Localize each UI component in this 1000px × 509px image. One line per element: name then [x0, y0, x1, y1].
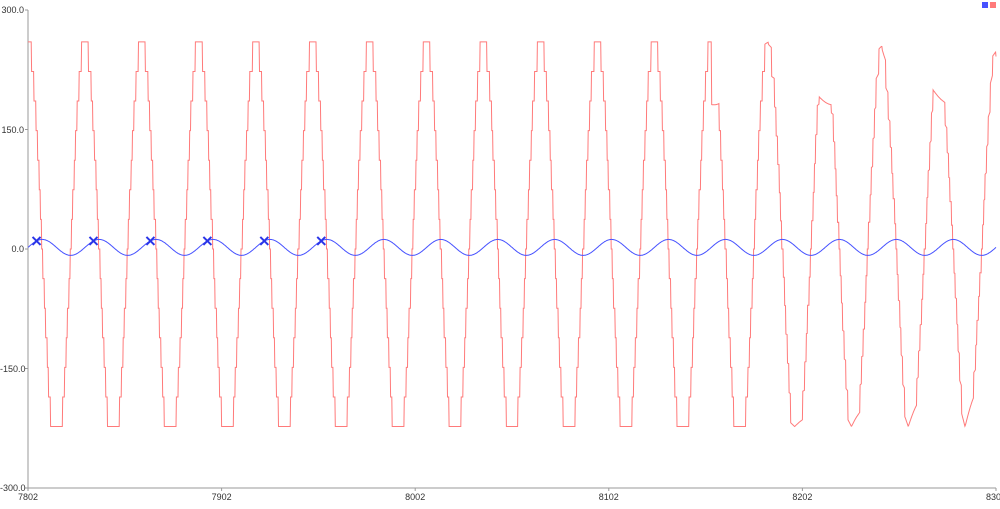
legend-swatch-blue	[982, 2, 988, 8]
xtick-label: 8002	[405, 492, 425, 502]
xtick-label: 830	[986, 492, 1000, 502]
xtick-label: 7902	[212, 492, 232, 502]
xtick-label: 7802	[18, 492, 38, 502]
chart-container: { "chart": { "type": "line", "background…	[0, 0, 1000, 509]
ytick-label: 0.0	[0, 244, 24, 254]
ytick-label: -150.0	[0, 364, 24, 374]
xtick-label: 8102	[599, 492, 619, 502]
ytick-label: 150.0	[0, 125, 24, 135]
legend	[982, 2, 996, 8]
chart-svg	[0, 0, 1000, 509]
xtick-label: 8202	[792, 492, 812, 502]
legend-swatch-red	[990, 2, 996, 8]
ytick-label: 300.0	[0, 5, 24, 15]
